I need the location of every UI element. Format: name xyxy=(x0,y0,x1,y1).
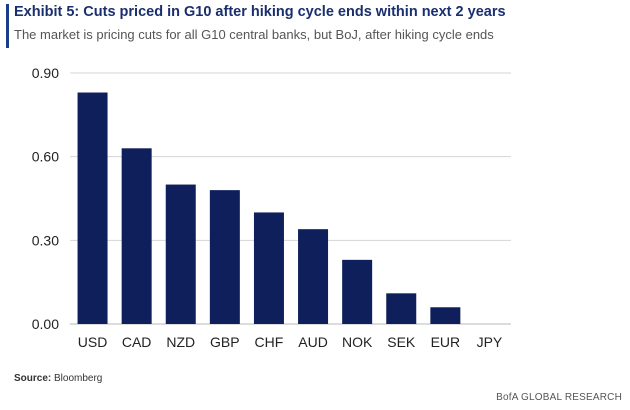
x-tick-label: GBP xyxy=(210,334,240,350)
bar-sek xyxy=(386,293,417,324)
chart-title: Exhibit 5: Cuts priced in G10 after hiki… xyxy=(14,4,506,20)
y-tick-label: 0.90 xyxy=(32,65,59,81)
x-tick-label: AUD xyxy=(298,334,328,350)
source-value: Bloomberg xyxy=(51,373,103,384)
bar-usd xyxy=(77,92,108,325)
x-tick-label: JPY xyxy=(477,334,503,350)
x-tick-label: EUR xyxy=(431,334,461,350)
bar-eur xyxy=(430,307,461,324)
bar-chf xyxy=(253,212,284,324)
x-tick-label: CAD xyxy=(122,334,152,350)
bar-nzd xyxy=(165,184,196,324)
bar-cad xyxy=(121,148,152,324)
x-tick-label: SEK xyxy=(387,334,416,350)
y-tick-label: 0.00 xyxy=(32,316,59,332)
source-label: Source: xyxy=(14,373,52,384)
y-tick-label: 0.30 xyxy=(32,232,59,248)
x-tick-label: NOK xyxy=(342,334,373,350)
bar-gbp xyxy=(209,190,240,324)
x-tick-label: NZD xyxy=(166,334,195,350)
x-tick-label: CHF xyxy=(255,334,284,350)
title-accent-bar xyxy=(6,4,9,48)
source-note: Source: Bloomberg xyxy=(14,373,102,384)
bar-aud xyxy=(298,229,329,324)
chart-subtitle: The market is pricing cuts for all G10 c… xyxy=(14,27,494,42)
y-tick-label: 0.60 xyxy=(32,149,59,165)
brand-label: BofA GLOBAL RESEARCH xyxy=(496,392,622,403)
bar-nok xyxy=(342,259,373,324)
x-tick-label: USD xyxy=(78,334,108,350)
